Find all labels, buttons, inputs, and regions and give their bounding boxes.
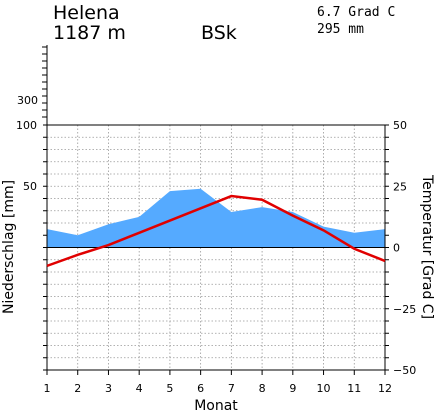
x-tick-label: 9 [289,382,296,395]
station-elevation: 1187 m [53,22,126,44]
right-axis-label: Temperatur [Grad C] [419,174,435,319]
climate-class: BSk [201,22,237,44]
temp-tick-label: −25 [393,303,416,316]
x-tick-label: 11 [347,382,361,395]
x-tick-label: 5 [166,382,173,395]
x-tick-label: 3 [105,382,112,395]
precip-tick-label: 50 [23,180,37,193]
x-tick-label: 6 [197,382,204,395]
mean-temperature: 6.7 Grad C [317,5,396,20]
x-tick-label: 2 [74,382,81,395]
temp-tick-label: 0 [393,242,400,255]
precip-tick-label: 100 [16,119,37,132]
precipitation-area [47,188,385,248]
x-axis-label: Monat [194,398,238,414]
x-tick-label: 7 [228,382,235,395]
temp-tick-label: 25 [393,180,407,193]
x-tick-label: 12 [378,382,392,395]
x-tick-label: 1 [44,382,51,395]
x-tick-label: 4 [136,382,143,395]
station-name: Helena [53,2,120,24]
x-tick-label: 10 [317,382,331,395]
left-axis-label: Niederschlag [mm] [1,180,17,314]
temp-tick-label: −50 [393,364,416,377]
temp-tick-label: 50 [393,119,407,132]
temperature-line [46,194,386,268]
x-tick-label: 8 [259,382,266,395]
precip-tick-label: 300 [17,94,38,107]
annual-precipitation: 295 mm [317,22,364,37]
